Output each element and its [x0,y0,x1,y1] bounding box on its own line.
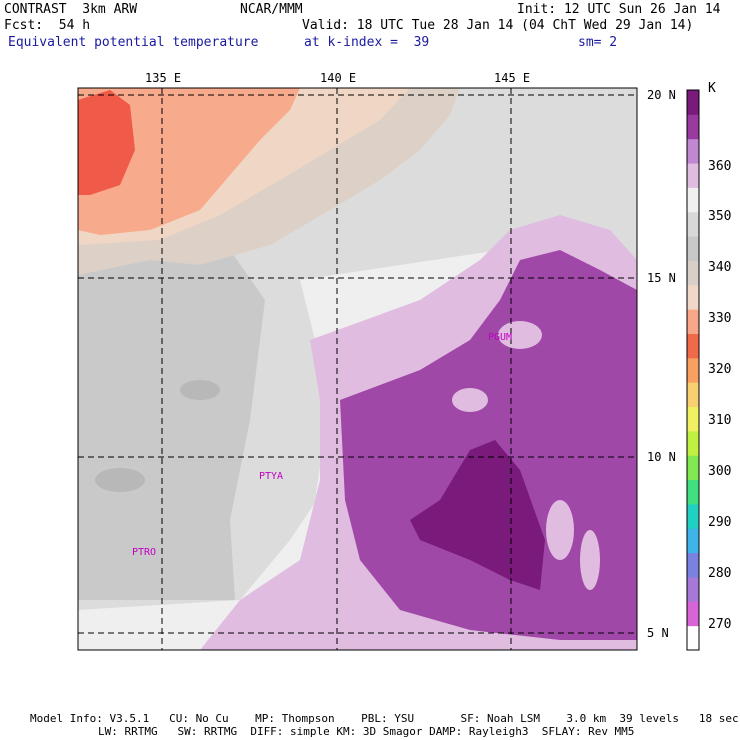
colorbar-tick: 290 [708,515,732,530]
colorbar-swatch [687,455,699,481]
colorbar-tick: 360 [708,159,732,174]
colorbar-tick: 310 [708,413,732,428]
model-info-line2: LW: RRTMG SW: RRTMG DIFF: simple KM: 3D … [98,725,635,738]
lat-label: 10 N [647,450,676,464]
colorbar [686,89,700,651]
level-label: at k-index = 39 [304,35,430,50]
lat-label: 5 N [647,626,669,640]
colorbar-tick: 330 [708,311,732,326]
lon-label: 145 E [494,71,531,85]
center-name: NCAR/MMM [240,2,303,17]
colorbar-swatch [687,114,699,140]
lon-label: 135 E [145,71,182,85]
station-label: PTRO [132,547,157,558]
graticule [78,88,637,650]
colorbar-swatch [687,260,699,286]
lat-label: 20 N [647,88,676,102]
colorbar-swatch [687,430,699,456]
valid-time: Valid: 18 UTC Tue 28 Jan 14 (04 ChT Wed … [302,18,694,33]
colorbar-swatch [687,236,699,261]
forecast-hour: Fcst: 54 h [4,18,91,33]
colorbar-tick: 320 [708,362,732,377]
colorbar-swatch [687,552,699,578]
colorbar-swatch [687,284,699,310]
colorbar-swatch [687,503,699,529]
colorbar-swatch [687,479,699,505]
colorbar-swatch [687,528,699,554]
colorbar-tick: 340 [708,260,732,275]
theta-e-field [78,88,637,650]
colorbar-swatch [687,187,699,213]
colorbar-swatch [687,406,699,432]
colorbar-swatch [687,90,699,115]
colorbar-swatch [687,576,699,602]
colorbar-swatch [687,382,699,408]
station-label: PTYA [259,471,284,482]
model-name: CONTRAST 3km ARW [4,2,138,17]
colorbar-unit: K [708,81,716,96]
colorbar-swatch [687,357,699,383]
lon-label: 140 E [320,71,357,85]
colorbar-swatch [687,333,699,359]
colorbar-swatch [687,625,699,651]
colorbar-swatch [687,211,699,237]
lat-label: 15 N [647,271,676,285]
init-time: Init: 12 UTC Sun 26 Jan 14 [517,2,721,17]
colorbar-swatch [687,138,699,164]
field-name: Equivalent potential temperature [8,35,259,50]
station-label: PGUM [488,332,513,343]
colorbar-swatch [687,163,699,188]
colorbar-tick: 300 [708,464,732,479]
smoothing-label: sm= 2 [578,35,618,50]
colorbar-swatch [687,309,699,334]
colorbar-tick: 270 [708,617,732,632]
colorbar-frame [686,89,700,651]
model-info-line1: Model Info: V3.5.1 CU: No Cu MP: Thompso… [30,712,739,725]
colorbar-tick: 350 [708,209,732,224]
colorbar-tick: 280 [708,566,732,581]
colorbar-swatch [687,601,699,627]
